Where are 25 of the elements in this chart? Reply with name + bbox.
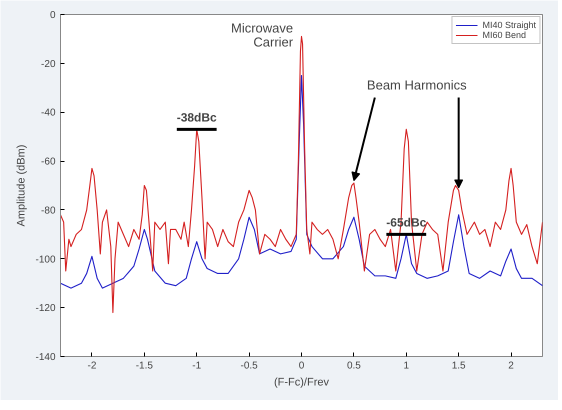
- y-axis-title: Amplitude (dBm): [15, 144, 28, 226]
- annotation: -38dBc: [176, 110, 218, 124]
- x-tick-label: -0.5: [240, 360, 258, 372]
- legend-label: MI60 Bend: [482, 30, 526, 40]
- x-tick-label: 2: [508, 360, 514, 372]
- x-tick-label: 0: [298, 360, 305, 372]
- y-tick-label: -60: [41, 156, 56, 168]
- x-axis-title: (F-Fc)/Frev: [274, 376, 330, 388]
- y-tick-label: -100: [35, 254, 56, 266]
- y-tick-label: -40: [41, 108, 56, 119]
- y-tick-label: 0: [50, 10, 56, 21]
- line-series: [60, 75, 542, 289]
- x-tick-label: 0.5: [346, 360, 362, 372]
- x-tick-label: -2: [87, 360, 97, 372]
- legend-label: MI40 Straight: [482, 20, 536, 30]
- y-tick-label: -120: [35, 303, 56, 314]
- x-tick-label: 1.5: [452, 360, 466, 372]
- x-tick-label: -1: [192, 360, 202, 372]
- annotation: Microwave Carrier: [230, 20, 294, 50]
- x-tick-label: 1: [404, 360, 410, 372]
- annotation: Beam Harmonics: [366, 78, 468, 93]
- y-tick-label: -20: [41, 58, 56, 70]
- y-tick-label: -80: [41, 205, 56, 216]
- y-tick-label: -140: [35, 352, 56, 363]
- x-tick-label: -1.5: [136, 360, 154, 372]
